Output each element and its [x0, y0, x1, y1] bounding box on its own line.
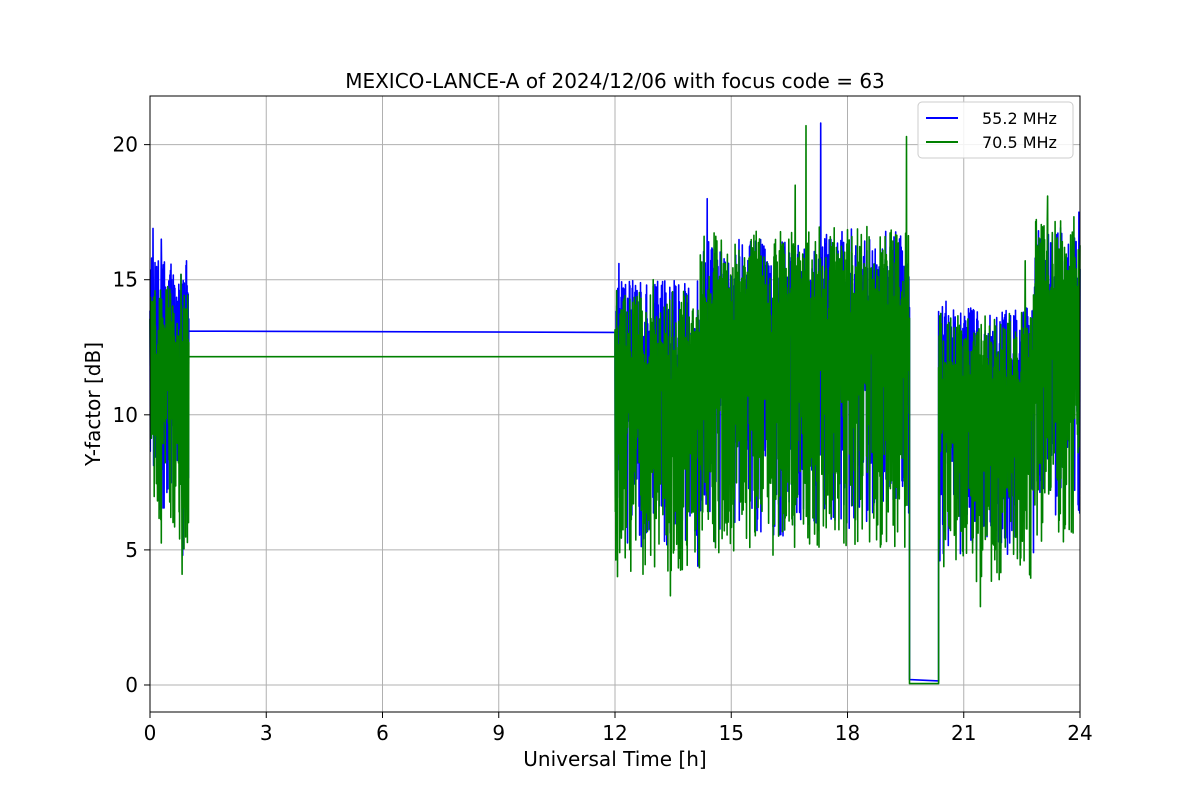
x-axis-label: Universal Time [h]	[523, 747, 706, 771]
chart-title: MEXICO-LANCE-A of 2024/12/06 with focus …	[345, 69, 885, 93]
y-axis-label: Y-factor [dB]	[81, 342, 105, 467]
x-tick-label: 6	[376, 721, 389, 745]
ticks: 0 3 6 9 12 15 18 21 24 0 5 10 15 20	[113, 133, 1093, 745]
x-tick-label: 15	[719, 721, 744, 745]
y-tick-label: 15	[113, 268, 138, 292]
x-tick-label: 21	[951, 721, 976, 745]
x-tick-label: 3	[260, 721, 273, 745]
y-tick-label: 5	[125, 538, 138, 562]
series-layer	[149, 122, 1081, 685]
legend-box	[917, 101, 1074, 159]
legend-label: 55.2 MHz	[982, 109, 1057, 128]
y-tick-label: 20	[113, 133, 138, 157]
x-tick-label: 0	[144, 721, 157, 745]
x-tick-label: 18	[835, 721, 860, 745]
series-line-2	[149, 124, 1081, 685]
y-tick-label: 0	[125, 673, 138, 697]
x-tick-label: 24	[1067, 721, 1092, 745]
x-tick-label: 9	[492, 721, 505, 745]
legend: 55.2 MHz 70.5 MHz	[917, 101, 1074, 159]
legend-label: 70.5 MHz	[982, 133, 1057, 152]
x-tick-label: 12	[602, 721, 627, 745]
y-tick-label: 10	[113, 403, 138, 427]
